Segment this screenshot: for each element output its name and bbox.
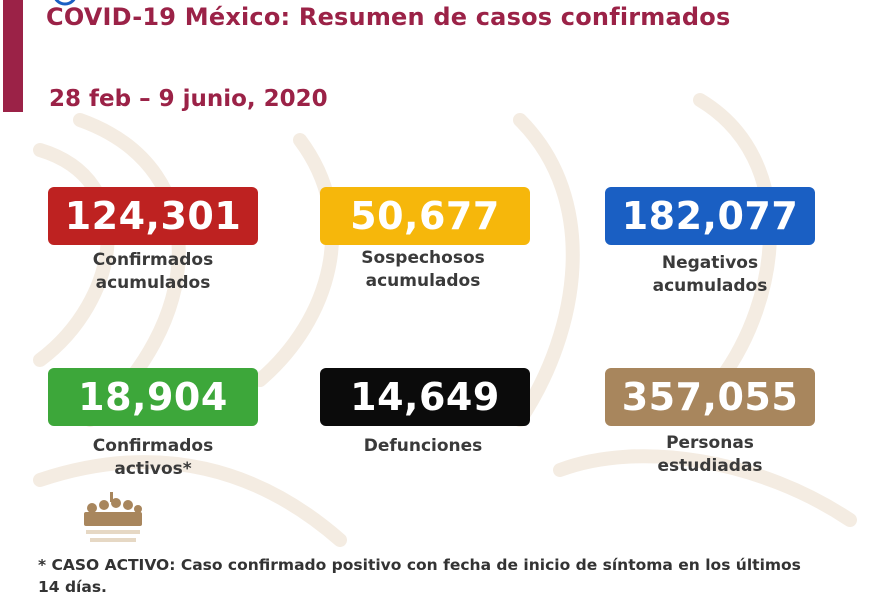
stat-box-confirmados-acumulados: 124,301: [48, 187, 258, 245]
stat-box-defunciones: 14,649: [320, 368, 530, 426]
stat-label: Defunciones: [363, 436, 483, 456]
stat-box-sospechosos-acumulados: 50,677: [320, 187, 530, 245]
accent-bar: [3, 0, 23, 112]
stat-label: Confirmados acumulados: [92, 250, 214, 293]
stat-label: Negativos acumulados: [652, 253, 768, 296]
stat-label: Sospechosos acumulados: [361, 248, 485, 291]
date-range: 28 feb – 9 junio, 2020: [49, 86, 328, 112]
government-logo-icon: [84, 492, 142, 542]
stat-value: 50,677: [350, 194, 500, 238]
stat-box-negativos-acumulados: 182,077: [605, 187, 815, 245]
stat-box-confirmados-activos: 18,904: [48, 368, 258, 426]
stat-value: 124,301: [64, 194, 242, 238]
footnote: * CASO ACTIVO: Caso confirmado positivo …: [38, 556, 801, 596]
stat-value: 182,077: [621, 194, 799, 238]
page-title: COVID-19 México: Resumen de casos confir…: [46, 3, 731, 31]
stat-label: Confirmados activos*: [92, 436, 214, 479]
stat-value: 357,055: [621, 375, 799, 419]
blue-circle-icon: [54, 0, 76, 6]
stat-value: 14,649: [350, 375, 500, 419]
stat-label: Personas estudiadas: [657, 433, 763, 476]
stat-value: 18,904: [78, 375, 228, 419]
stat-box-personas-estudiadas: 357,055: [605, 368, 815, 426]
